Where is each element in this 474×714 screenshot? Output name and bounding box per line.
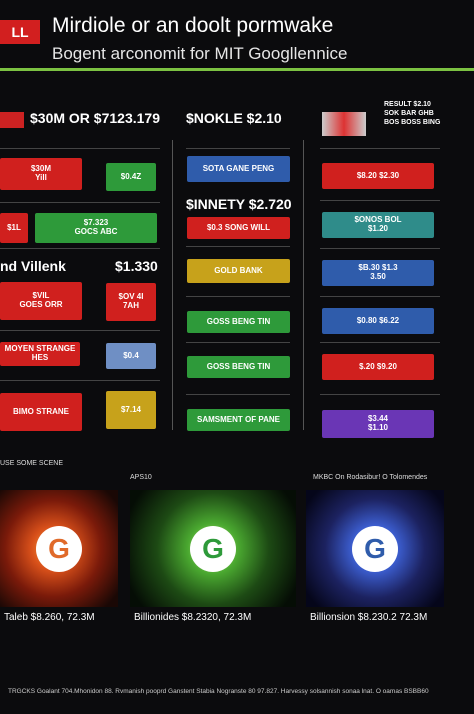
row-line xyxy=(0,380,160,381)
panel-label: APS10 xyxy=(130,474,152,481)
row-line xyxy=(186,296,290,297)
row-line xyxy=(0,202,160,203)
info-box: SOTA GANE PENG xyxy=(187,156,290,182)
image-panel: G xyxy=(306,490,444,607)
divider xyxy=(0,68,474,71)
caption: Taleb $8.260, 72.3M xyxy=(4,612,95,623)
caption: Billionsion $8.230.2 72.3M xyxy=(310,612,428,623)
info-box: $.20 $9.20 xyxy=(322,354,434,380)
label: nd Villenk xyxy=(0,258,66,274)
logo: G xyxy=(352,525,398,572)
info-box: $0.80 $6.22 xyxy=(322,308,434,334)
info-box: GOLD BANK xyxy=(187,259,290,283)
image-panel: G xyxy=(0,490,118,607)
title: Mirdiole or an doolt pormwake xyxy=(52,14,334,37)
info-box: GOSS BENG TIN xyxy=(187,356,290,378)
row-line xyxy=(186,394,290,395)
info-box: $7.323 GOCS ABC xyxy=(35,213,157,243)
column-heading: $NOKLE $2.10 xyxy=(186,110,282,126)
caption: Billionides $8.2320, 72.3M xyxy=(134,612,252,623)
info-box: $0.3 SONG WILL xyxy=(187,217,290,239)
icon xyxy=(0,112,24,128)
divider xyxy=(172,140,173,430)
info-box: $1L xyxy=(0,213,28,243)
info-box: $B.30 $1.3 3.50 xyxy=(322,260,434,286)
info-box: GOSS BENG TIN xyxy=(187,311,290,333)
row-line xyxy=(320,394,440,395)
divider xyxy=(303,140,304,430)
panel-label: MKBC On Rodasibur! O Tolomendes xyxy=(313,474,428,481)
info-box: $7.14 xyxy=(106,391,156,429)
subtitle: Bogent arconomit for MIT Googllennice xyxy=(52,44,348,63)
logo: G xyxy=(36,525,82,572)
info-box: SAMSMENT OF PANE xyxy=(187,409,290,431)
row-line xyxy=(320,200,440,201)
row-line xyxy=(320,248,440,249)
tab: LL xyxy=(0,20,40,44)
info-box: BIMO STRANE xyxy=(0,393,82,431)
image-panel: G xyxy=(130,490,296,607)
info-box: $0.4 xyxy=(106,343,156,369)
info-box: $8.20 $2.30 xyxy=(322,163,434,189)
row-line xyxy=(320,296,440,297)
label: $1.330 xyxy=(115,258,158,274)
info-box: $3.44 $1.10 xyxy=(322,410,434,438)
row-line xyxy=(0,330,160,331)
info-box: $ONOS BOL $1.20 xyxy=(322,212,434,238)
row-line xyxy=(0,248,160,249)
logo: G xyxy=(190,525,236,572)
footer: TRGCKS Goalant 704.Mhonidon 88. Rvmanish… xyxy=(8,688,429,695)
panel-label: USE SOME SCENE xyxy=(0,460,64,467)
label: $INNETY $2.720 xyxy=(186,196,292,212)
row-line xyxy=(186,342,290,343)
row-line xyxy=(186,148,290,149)
column-heading: $30M OR $7123.179 xyxy=(30,110,160,126)
row-line xyxy=(186,246,290,247)
row-line xyxy=(0,148,160,149)
row-line xyxy=(320,148,440,149)
info-box: $30M Yill xyxy=(0,158,82,190)
info-box: $OV 4I 7AH xyxy=(106,283,156,321)
column-heading: RESULT $2.10 SOK BAR GHB BOS BOSS BING xyxy=(384,101,441,127)
info-box: $0.4Z xyxy=(106,163,156,191)
row-line xyxy=(320,342,440,343)
info-box: MOYEN STRANGE HES xyxy=(0,342,80,366)
info-box: $VIL GOES ORR xyxy=(0,282,82,320)
icon xyxy=(322,112,366,136)
